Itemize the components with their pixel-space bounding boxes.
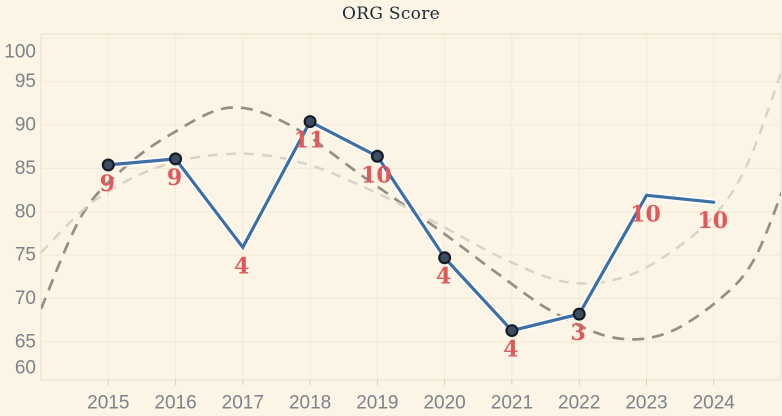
chart-title: ORG Score xyxy=(341,4,440,24)
x-axis-tick-label: 2017 xyxy=(222,393,264,414)
data-point-label: 9 xyxy=(167,165,182,191)
x-axis-tick-label: 2021 xyxy=(491,393,533,414)
y-axis-tick-label: 80 xyxy=(15,201,36,222)
y-axis-tick-label: 75 xyxy=(15,245,36,266)
plot-border xyxy=(40,33,782,381)
data-point-label: 4 xyxy=(503,337,518,363)
data-point-marker xyxy=(303,115,317,129)
data-point-marker xyxy=(370,149,384,163)
data-point-label: 9 xyxy=(100,171,115,197)
x-axis-tick-label: 2016 xyxy=(154,393,196,414)
y-axis-tick-label: 70 xyxy=(15,288,36,309)
data-point-label: 3 xyxy=(571,320,586,346)
trend-dark-dashed xyxy=(41,106,781,341)
data-point-marker xyxy=(101,158,115,172)
x-axis-tick-label: 2024 xyxy=(693,393,736,414)
trend-light-dashed xyxy=(41,72,781,285)
data-point-label: 10 xyxy=(697,208,728,234)
data-point-label: 11 xyxy=(294,128,325,154)
data-point-label: 10 xyxy=(630,201,661,227)
y-axis-tick-label: 85 xyxy=(15,158,36,179)
y-axis-tick-label: 100 xyxy=(4,42,36,63)
y-axis-tick-label: 90 xyxy=(15,115,36,136)
x-axis-tick-label: 2018 xyxy=(289,393,331,414)
data-point-label: 4 xyxy=(234,253,249,279)
data-point-marker xyxy=(169,152,183,166)
y-axis-tick-label: 65 xyxy=(15,331,36,352)
y-axis-tick-label: 60 xyxy=(15,358,36,379)
x-axis-tick-label: 2023 xyxy=(625,393,667,414)
x-axis-tick-label: 2015 xyxy=(87,393,129,414)
series-line xyxy=(106,119,716,333)
data-point-marker xyxy=(438,251,452,265)
data-point-label: 4 xyxy=(436,264,451,290)
x-axis-tick-label: 2022 xyxy=(558,393,600,414)
data-point-marker xyxy=(505,324,519,338)
x-axis-tick-label: 2019 xyxy=(356,393,398,414)
series-line-casing xyxy=(105,118,717,334)
x-axis-tick-label: 2020 xyxy=(423,393,465,414)
y-axis-tick-label: 95 xyxy=(15,71,36,92)
data-point-marker xyxy=(572,307,586,321)
data-point-label: 10 xyxy=(361,162,392,188)
